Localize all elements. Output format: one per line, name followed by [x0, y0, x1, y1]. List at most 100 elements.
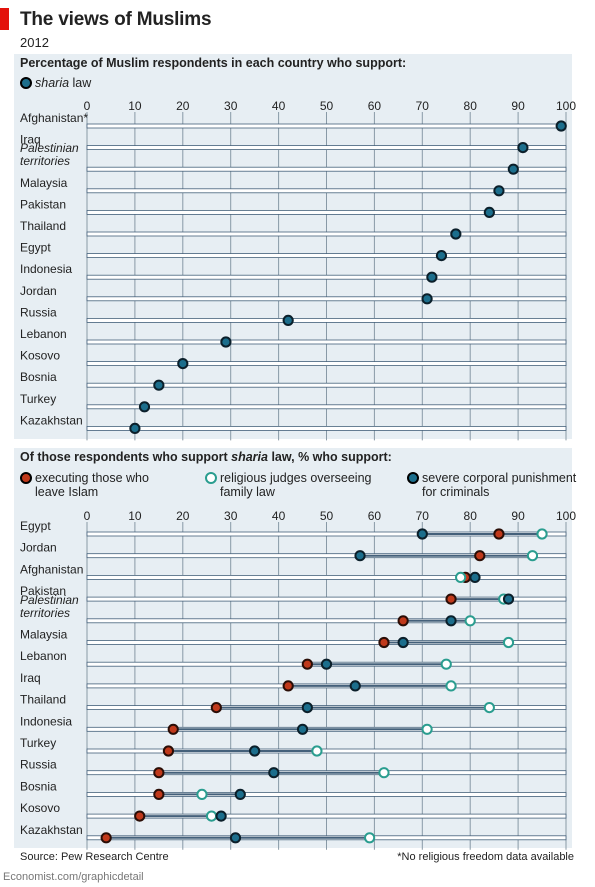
chart1-row-track [86, 123, 567, 129]
chart2-xtick-label: 60 [368, 509, 382, 523]
chart1-row-track [86, 231, 567, 237]
judges-point [536, 528, 548, 540]
chart2-category-label: Jordan [20, 541, 57, 555]
judges-point [205, 810, 218, 822]
chart1-xtick-label: 70 [416, 99, 430, 113]
executing-legend-icon [20, 472, 32, 484]
chart1-row-track [86, 339, 567, 345]
chart1-category-label: Iraq [20, 133, 41, 147]
executing-point [282, 680, 294, 692]
executing-point [474, 550, 486, 562]
chart2-row-track [86, 640, 567, 645]
executing-point [100, 832, 112, 844]
chart2-xtick-label: 90 [511, 509, 525, 523]
chart2-category-label: Pakistan [20, 584, 66, 598]
chart2-category-label: Turkey [20, 736, 56, 750]
chart2-category-label: Kosovo [20, 801, 60, 815]
corporal-point [502, 593, 515, 605]
chart2-category-label: Malaysia [20, 628, 68, 642]
chart2-row-track [86, 748, 567, 754]
sharia-point [177, 358, 189, 370]
chart2-category-label: Palestinian [20, 593, 79, 607]
corporal-point [229, 832, 242, 844]
chart2-category-label: Russia [20, 758, 57, 772]
chart2-category-label: Kazakhstan [20, 823, 83, 837]
chart1-category-label: territories [20, 154, 70, 168]
judges-point [483, 702, 495, 714]
chart1-xtick-label: 90 [511, 99, 525, 113]
chart1-xtick-label: 10 [128, 99, 142, 113]
chart1-row-track [86, 253, 567, 259]
chart2-row-track [86, 618, 567, 624]
chart2-xtick-label: 0 [84, 509, 91, 523]
sharia-point [220, 336, 232, 348]
executing-point [378, 636, 390, 649]
chart2-category-label: Afghanistan [20, 562, 83, 576]
sharia-point [426, 271, 438, 283]
chart1-category-label: Lebanon [20, 327, 67, 341]
executing-point [493, 528, 505, 540]
chart1-category-label: Indonesia [20, 262, 72, 276]
chart1-row-track [86, 382, 567, 388]
judges-point [421, 723, 433, 735]
chart1-category-label: Palestinian [20, 141, 79, 155]
chart1-row-track [86, 296, 567, 302]
chart1-xtick-label: 50 [320, 99, 334, 113]
corporal-point [445, 615, 457, 627]
corporal-point [268, 767, 280, 779]
chart1-xtick-label: 40 [272, 99, 286, 113]
chart1-category-label: Kazakhstan [20, 413, 83, 427]
chart1-row-track [86, 166, 567, 172]
chart2-xtick-label: 80 [464, 509, 478, 523]
chart1-xtick-label: 60 [368, 99, 382, 113]
sharia-point [493, 185, 505, 197]
chart2-category-label: Thailand [20, 693, 66, 707]
chart2-category-label: Lebanon [20, 649, 67, 663]
sharia-point [435, 250, 448, 262]
chart1-category-label: Jordan [20, 284, 57, 298]
corporal-point [234, 788, 246, 801]
chart2-xtick-label: 10 [128, 509, 142, 523]
corporal-point [249, 745, 261, 757]
chart1-row-track [86, 188, 567, 194]
judges-point [440, 658, 452, 670]
chart1-xtick-label: 100 [556, 99, 576, 113]
chart1-category-label: Egypt [20, 241, 51, 255]
corporal-point [354, 550, 366, 562]
chart2-xtick-label: 100 [556, 509, 576, 523]
executing-point [301, 658, 313, 670]
executing-point [167, 723, 179, 735]
chart1-category-label: Malaysia [20, 176, 68, 190]
executing-point [210, 702, 222, 714]
corporal-point [416, 528, 428, 540]
corporal-point [349, 680, 361, 692]
chart1-category-label: Bosnia [20, 370, 57, 384]
judges-point [526, 550, 539, 562]
chart1-category-label: Thailand [20, 219, 66, 233]
chart1-row-track [86, 404, 567, 410]
chart2-row-track [86, 553, 567, 559]
corporal-point [397, 636, 409, 649]
chart2-xtick-label: 50 [320, 509, 334, 523]
sharia-point [153, 379, 165, 391]
sharia-point [517, 142, 529, 154]
chart2-row-track [86, 531, 567, 537]
chart1-row-track [86, 274, 567, 280]
executing-point [162, 745, 175, 757]
judges-legend-icon [205, 472, 217, 484]
page-subtitle: 2012 [20, 35, 49, 50]
corporal-point [320, 658, 333, 670]
executing-point [445, 593, 457, 605]
chart1-row-track [86, 425, 567, 431]
chart1-xtick-label: 0 [84, 99, 91, 113]
sharia-point [138, 401, 151, 413]
judges-point [311, 745, 323, 757]
chart2-xtick-label: 70 [416, 509, 430, 523]
judges-point [455, 571, 467, 584]
brand-bar [0, 8, 9, 30]
chart2-title: Of those respondents who support sharia … [20, 450, 392, 464]
chart1-category-label: Pakistan [20, 197, 66, 211]
judges-point [464, 615, 476, 627]
sharia-point [129, 422, 141, 434]
